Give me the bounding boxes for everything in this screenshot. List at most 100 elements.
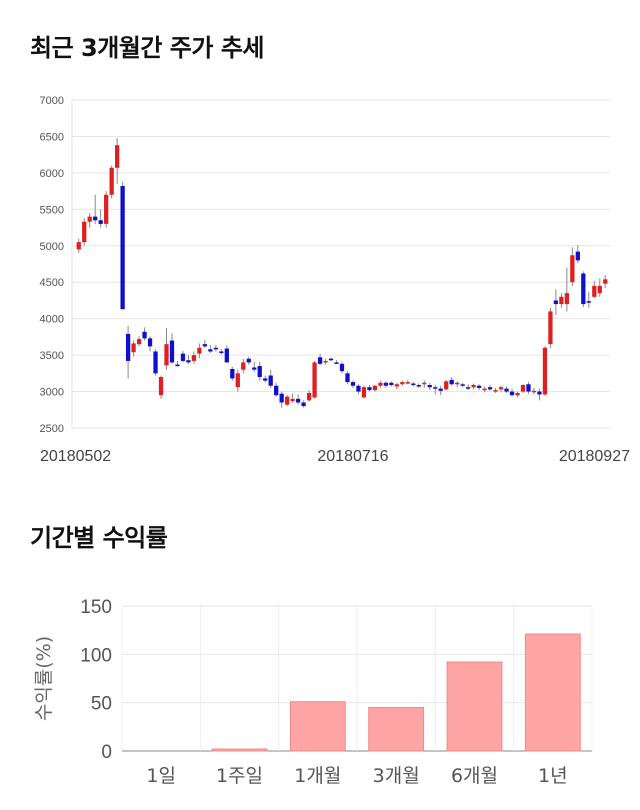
candle-body: [131, 343, 136, 353]
return-x-tick-label: 6개월: [451, 765, 498, 787]
candle-body: [597, 285, 602, 294]
candle-body: [191, 355, 197, 361]
candle-body: [252, 367, 257, 370]
candle-body: [466, 387, 471, 389]
price-y-tick-label: 6500: [40, 131, 64, 143]
price-y-tick-label: 2500: [40, 423, 64, 435]
candle-body: [570, 255, 575, 283]
candle-body: [493, 390, 498, 392]
candle-body: [405, 382, 410, 384]
candle-body: [526, 384, 531, 392]
candle-body: [504, 388, 509, 392]
candle-body: [235, 373, 240, 388]
candle-body: [202, 344, 208, 347]
candle-body: [476, 385, 482, 388]
return-bar: [211, 748, 268, 752]
return-y-tick-label: 0: [101, 742, 112, 763]
return-x-tick-label: 1개월: [294, 765, 341, 787]
candle-body: [372, 385, 378, 391]
candle-body: [389, 382, 394, 385]
return-bar: [289, 701, 346, 752]
return-x-tick-label: 1주일: [216, 765, 263, 787]
candle-body: [411, 383, 416, 386]
candle-body: [285, 396, 290, 405]
candle-body: [142, 331, 147, 339]
candle-body: [422, 382, 427, 385]
candle-body: [361, 387, 367, 398]
price-x-tick-label: 20180502: [40, 448, 111, 465]
candle-body: [136, 339, 142, 345]
candle-body: [180, 353, 186, 361]
candle-body: [257, 366, 262, 377]
candle-body: [153, 351, 158, 374]
candle-body: [175, 364, 180, 367]
candle-body: [345, 373, 350, 383]
candle-body: [471, 384, 476, 388]
price-x-tick-label: 20180716: [317, 448, 388, 465]
candle-body: [186, 360, 191, 363]
candle-body: [295, 398, 301, 403]
candle-body: [383, 382, 389, 386]
return-bar: [446, 661, 503, 752]
price-y-tick-label: 7000: [40, 95, 64, 107]
candle-body: [208, 349, 213, 352]
candle-body: [158, 376, 164, 396]
return-y-tick-label: 100: [80, 645, 112, 666]
candle-body: [263, 378, 268, 381]
return-bar: [524, 633, 581, 752]
price-y-tick-label: 4000: [40, 314, 64, 326]
candle-body: [312, 362, 317, 398]
candle-body: [444, 381, 449, 390]
candle-body: [290, 398, 295, 402]
candle-body: [542, 347, 548, 395]
candle-body: [104, 194, 109, 224]
return-x-tick-label: 3개월: [373, 765, 420, 787]
candle-body: [394, 384, 399, 387]
candle-body: [482, 388, 487, 391]
candle-body: [427, 384, 432, 388]
candle-body: [301, 402, 306, 407]
candle-body: [575, 251, 580, 261]
candle-body: [449, 379, 454, 385]
candle-body: [548, 311, 553, 345]
candle-body: [537, 391, 542, 395]
candle-body: [515, 393, 520, 396]
price-y-tick-label: 3500: [40, 350, 64, 362]
candle-body: [356, 385, 361, 392]
candle-body: [559, 296, 564, 305]
price-y-tick-label: 5000: [40, 241, 64, 253]
candle-body: [82, 221, 87, 243]
candle-body: [197, 347, 202, 354]
price-trend-title: 최근 3개월간 주가 추세: [30, 34, 265, 62]
candle-body: [306, 393, 312, 401]
candle-body: [520, 384, 526, 392]
candle-body: [246, 358, 251, 363]
candle-body: [230, 368, 235, 379]
candle-body: [509, 391, 515, 396]
price-candlestick-chart: 2500 3000 3500 4000 4500 5000 5500 6000 6500 7000…: [40, 95, 631, 465]
candle-body: [274, 385, 279, 396]
candle-body: [87, 216, 92, 222]
candle-body: [350, 382, 356, 386]
candle-body: [460, 384, 465, 386]
price-x-tick-label: 20180927: [559, 448, 630, 465]
candle-body: [268, 375, 273, 386]
candle-body: [334, 362, 339, 364]
candle-body: [592, 285, 597, 297]
candle-body: [603, 279, 608, 284]
candle-body: [455, 382, 460, 385]
candle-body: [120, 186, 125, 310]
price-y-tick-label: 4500: [40, 277, 64, 289]
candle-body: [487, 387, 493, 390]
candle-body: [164, 344, 169, 366]
candle-body: [438, 388, 443, 391]
candle-body: [169, 340, 175, 363]
candle-body: [317, 357, 323, 364]
price-y-tick-label: 3000: [40, 387, 64, 399]
candle-body: [109, 167, 114, 195]
candle-body: [433, 387, 438, 389]
candle-body: [531, 390, 537, 393]
candle-body: [339, 363, 345, 372]
candle-body: [241, 362, 246, 370]
